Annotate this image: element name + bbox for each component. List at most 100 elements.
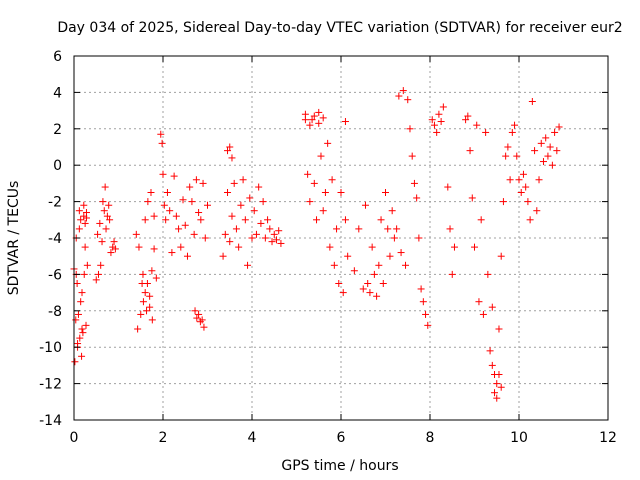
data-point	[230, 179, 238, 187]
data-point	[83, 261, 91, 269]
data-point	[388, 207, 396, 215]
data-point	[304, 170, 312, 178]
data-point	[79, 329, 87, 337]
data-point	[179, 196, 187, 204]
data-point	[134, 325, 142, 333]
data-point	[197, 216, 205, 224]
data-point	[97, 261, 105, 269]
data-point	[306, 121, 314, 129]
data-point	[170, 172, 178, 180]
data-point	[92, 276, 100, 284]
data-point	[495, 371, 503, 378]
data-point	[328, 176, 336, 184]
data-point	[404, 96, 412, 104]
data-point	[466, 147, 474, 155]
data-point	[198, 316, 206, 324]
data-point	[244, 261, 252, 269]
data-point	[158, 139, 166, 147]
data-point	[192, 176, 200, 184]
y-tick-label: -6	[48, 267, 62, 283]
data-point	[235, 243, 243, 251]
data-point	[493, 394, 501, 402]
data-point	[435, 110, 443, 118]
data-point	[237, 201, 245, 209]
y-tick-label: -2	[48, 195, 62, 211]
data-point	[315, 119, 323, 127]
data-point	[160, 201, 168, 209]
data-point	[333, 225, 341, 233]
data-point	[310, 112, 318, 120]
y-tick-label: 0	[53, 158, 62, 174]
data-point	[497, 252, 505, 260]
data-point	[428, 116, 436, 124]
data-point	[379, 280, 387, 287]
data-point	[152, 274, 160, 282]
data-point	[422, 310, 430, 318]
data-point	[241, 216, 249, 224]
data-point	[397, 249, 405, 257]
data-point	[163, 189, 171, 196]
data-point	[546, 143, 554, 151]
axis-ticks: 0 2 4 6 8 10 12 -14 -12 -10 -8 -6 -4 -2 0 2 4 6	[39, 49, 617, 446]
data-point	[433, 128, 441, 136]
data-point	[384, 225, 392, 233]
data-point	[201, 234, 209, 242]
data-point	[399, 87, 407, 95]
data-point	[99, 198, 107, 206]
data-point	[183, 252, 191, 260]
data-point	[191, 307, 199, 315]
data-point	[315, 108, 323, 116]
data-point	[102, 225, 110, 233]
data-point	[219, 252, 227, 260]
data-point	[80, 270, 88, 278]
data-point	[82, 214, 90, 222]
data-point	[74, 340, 82, 348]
data-point	[319, 207, 327, 215]
data-point	[402, 261, 410, 269]
data-point	[448, 270, 456, 278]
data-point	[339, 289, 347, 297]
data-point	[355, 225, 363, 233]
data-point	[277, 239, 285, 247]
data-point	[248, 234, 256, 242]
data-point	[364, 280, 372, 287]
data-point	[382, 189, 389, 196]
data-point	[486, 347, 494, 355]
data-point	[366, 289, 374, 297]
data-point	[168, 249, 176, 257]
data-point	[105, 201, 113, 209]
x-tick-label: 8	[426, 430, 435, 446]
data-point	[337, 189, 345, 196]
data-point	[430, 121, 438, 129]
data-point	[106, 216, 114, 224]
data-point	[310, 179, 318, 187]
data-point	[439, 103, 447, 111]
data-point	[359, 285, 367, 293]
data-point	[272, 236, 280, 244]
data-point	[475, 298, 483, 306]
data-point	[275, 227, 283, 235]
data-point	[139, 270, 147, 278]
data-point	[517, 189, 525, 196]
data-point	[515, 176, 523, 184]
data-point	[78, 289, 86, 297]
data-point	[137, 310, 145, 318]
x-tick-label: 6	[337, 430, 346, 446]
data-point	[177, 243, 185, 251]
data-point	[341, 118, 349, 126]
data-point	[200, 323, 208, 331]
data-point	[504, 143, 512, 151]
data-point	[100, 207, 108, 215]
y-tick-label: -4	[48, 231, 62, 247]
data-point	[172, 212, 180, 220]
data-point	[415, 234, 423, 242]
data-point	[150, 212, 158, 220]
data-point	[111, 245, 119, 253]
data-point	[386, 252, 394, 260]
data-point	[239, 176, 247, 184]
data-point	[77, 216, 85, 224]
data-point	[193, 314, 201, 322]
data-point	[551, 128, 559, 136]
data-point	[143, 280, 151, 287]
data-point	[495, 325, 503, 333]
